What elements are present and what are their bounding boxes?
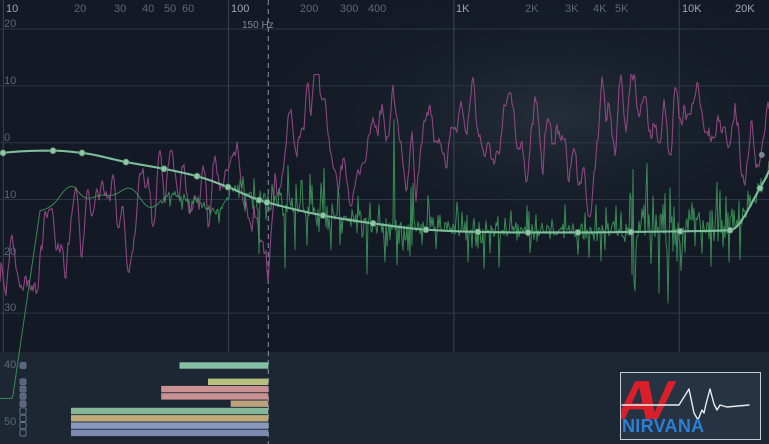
svg-text:10: 10 [4,75,16,87]
svg-text:100: 100 [231,3,249,15]
svg-text:300: 300 [340,3,358,15]
svg-text:20K: 20K [735,3,755,15]
svg-text:200: 200 [300,3,318,15]
svg-text:150 Hz: 150 Hz [242,20,274,31]
svg-text:30: 30 [4,302,16,314]
svg-text:4K: 4K [593,3,607,15]
svg-text:10K: 10K [682,3,702,15]
svg-text:30: 30 [114,3,126,15]
svg-text:40: 40 [4,359,16,371]
svg-text:5K: 5K [615,3,629,15]
svg-text:20: 20 [4,18,16,30]
svg-text:400: 400 [368,3,386,15]
svg-text:2K: 2K [525,3,539,15]
svg-text:20: 20 [74,3,86,15]
svg-text:40: 40 [142,3,154,15]
svg-text:1K: 1K [456,3,470,15]
svg-text:NIRVANA: NIRVANA [622,416,704,436]
svg-text:50: 50 [164,3,176,15]
svg-text:50: 50 [4,416,16,428]
svg-text:60: 60 [182,3,194,15]
svg-text:10: 10 [6,3,18,15]
svg-text:0: 0 [4,132,10,144]
svg-text:10: 10 [4,189,16,201]
svg-text:3K: 3K [565,3,579,15]
